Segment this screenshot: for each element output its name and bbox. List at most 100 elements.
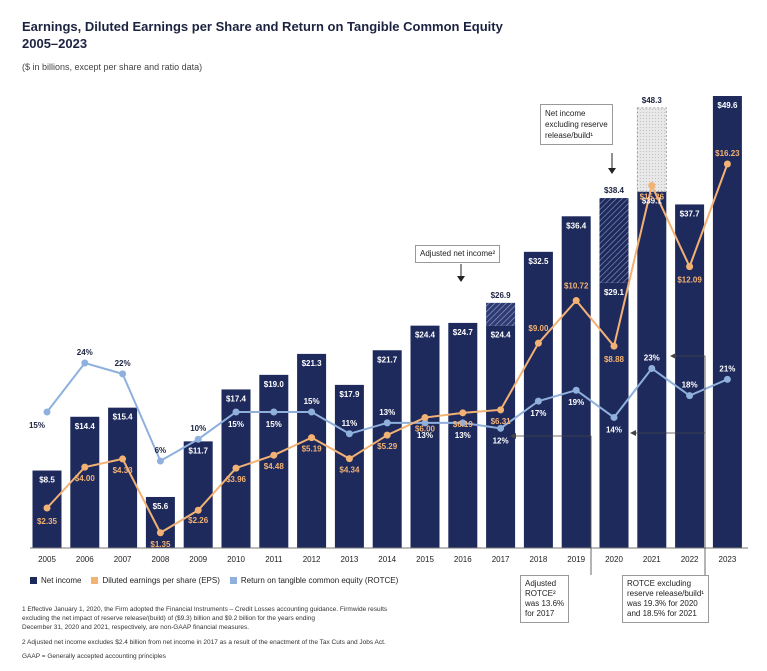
label-net-income-2008: $5.6	[153, 502, 169, 511]
label-net-income-2011: $19.0	[264, 380, 285, 389]
x-tick-2015: 2015	[416, 555, 434, 564]
bar-net-income-2012	[297, 353, 327, 548]
callout-adjusted-net-income: Adjusted net income²	[415, 245, 501, 263]
label-rotce-2010: 15%	[228, 420, 244, 429]
x-tick-2007: 2007	[114, 555, 132, 564]
point-eps-2018	[534, 339, 542, 347]
label-net-income-2015: $24.4	[415, 331, 436, 340]
callout-rotce-excl-line-4: and 18.5% for 2021	[627, 609, 697, 618]
footnote-gaap: GAAP = Generally accepted accounting pri…	[22, 653, 166, 660]
legend: Net income Diluted earnings per share (E…	[30, 576, 398, 585]
x-tick-2013: 2013	[341, 555, 359, 564]
x-tick-2008: 2008	[152, 555, 170, 564]
callout-rotce-excl-line-3: was 19.3% for 2020	[627, 599, 698, 608]
label-rotce-2013: 11%	[342, 419, 358, 428]
label-eps-2010: $3.96	[226, 475, 247, 484]
label-rotce-2016: 13%	[455, 431, 471, 440]
label-net-income-2006: $14.4	[75, 422, 96, 431]
label-eps-2021: $15.36	[640, 193, 665, 202]
bar-net-income-2023	[712, 96, 742, 548]
label-excl-reserve-2021: $48.3	[642, 96, 663, 105]
x-tick-2018: 2018	[530, 555, 548, 564]
label-net-income-2009: $11.7	[188, 446, 208, 455]
bar-net-income-2016	[448, 322, 478, 548]
x-tick-2017: 2017	[492, 555, 510, 564]
label-eps-2006: $4.00	[75, 474, 96, 483]
label-net-income-2022: $37.7	[680, 209, 701, 218]
callout-adjusted-rotce-line-4: for 2017	[525, 609, 555, 618]
callout-adjusted-net-income-text: Adjusted net income²	[420, 249, 496, 258]
bar-net-income-2022	[675, 204, 705, 548]
footnote-1a: 1 Effective January 1, 2020, the Firm ad…	[22, 606, 388, 613]
x-tick-2020: 2020	[605, 555, 623, 564]
label-eps-2022: $12.09	[677, 276, 702, 285]
label-net-income-2020: $29.1	[604, 288, 625, 297]
point-eps-2008	[156, 529, 164, 537]
point-rotce-2014	[383, 419, 391, 427]
x-tick-2019: 2019	[567, 555, 585, 564]
bar-net-income-2006	[70, 416, 100, 548]
label-net-income-2007: $15.4	[113, 413, 134, 422]
label-eps-2015: $6.00	[415, 425, 436, 434]
label-net-income-2023: $49.6	[717, 101, 738, 110]
callout-adjusted-rotce-line-1: Adjusted	[525, 579, 557, 588]
bar-excl-reserve-2020	[599, 198, 629, 283]
bar-net-income-2015	[410, 325, 440, 548]
point-rotce-2015	[421, 419, 429, 427]
label-eps-2017: $6.31	[491, 417, 512, 426]
label-eps-2019: $10.72	[564, 282, 589, 291]
arrow-adjusted-net-income	[457, 276, 465, 282]
label-net-income-2014: $21.7	[377, 355, 398, 364]
bar-net-income-2017	[486, 325, 516, 548]
label-rotce-2011: 15%	[266, 420, 282, 429]
point-rotce-2009	[194, 435, 202, 443]
bar-net-income-2019	[561, 216, 591, 548]
footnote-1c: December 31, 2020 and 2021, respectively…	[22, 624, 250, 631]
label-net-income-2012: $21.3	[302, 359, 323, 368]
label-eps-2023: $16.23	[715, 149, 740, 158]
point-rotce-2022	[686, 392, 694, 400]
label-net-income-2005: $8.5	[39, 476, 55, 485]
point-eps-2023	[723, 160, 731, 168]
title-line-2: 2005–2023	[22, 36, 88, 51]
label-rotce-2018: 17%	[530, 409, 546, 418]
point-eps-2011	[270, 451, 278, 459]
label-rotce-2017: 12%	[493, 436, 509, 445]
point-rotce-2021	[648, 364, 656, 372]
point-rotce-2016	[459, 419, 467, 427]
legend-label-rotce: Return on tangible common equity (ROTCE)	[240, 576, 399, 585]
bar-net-income-2009	[183, 441, 213, 548]
title-line-1: Earnings, Diluted Earnings per Share and…	[22, 19, 503, 34]
point-eps-2005	[43, 504, 51, 512]
label-eps-2020: $8.88	[604, 355, 625, 364]
label-net-income-2010: $17.4	[226, 394, 247, 403]
point-rotce-2010	[232, 408, 240, 416]
x-tick-2005: 2005	[38, 555, 56, 564]
x-tick-2014: 2014	[378, 555, 396, 564]
legend-label-net-income: Net income	[41, 576, 82, 585]
point-eps-2007	[119, 455, 127, 463]
chart-subtitle: ($ in billions, except per share and rat…	[22, 62, 203, 72]
callout-rotce-excl-line-1: ROTCE excluding	[627, 579, 692, 588]
connector-adjusted-rotce	[516, 435, 592, 575]
legend-swatch-rotce	[229, 577, 237, 584]
point-eps-2015	[421, 414, 429, 422]
label-eps-2009: $2.26	[188, 516, 209, 525]
label-rotce-2023: 21%	[719, 364, 735, 373]
point-rotce-2005	[43, 408, 51, 416]
x-tick-2021: 2021	[643, 555, 661, 564]
point-rotce-2006	[81, 359, 89, 367]
arrow-net-income-excl	[608, 168, 616, 174]
point-eps-2009	[194, 506, 202, 514]
label-excl-reserve-2020: $38.4	[604, 186, 625, 195]
point-rotce-2018	[534, 397, 542, 405]
point-eps-2012	[308, 434, 316, 442]
bar-net-income-2008	[145, 496, 175, 548]
x-tick-2012: 2012	[303, 555, 321, 564]
callout-adjusted-rotce-line-3: was 13.6%	[525, 599, 565, 608]
label-net-income-2013: $17.9	[339, 390, 360, 399]
label-rotce-2022: 18%	[682, 381, 698, 390]
point-eps-2021	[648, 182, 656, 190]
arrow-adjusted-rotce	[510, 433, 516, 439]
point-rotce-2013	[345, 430, 353, 438]
